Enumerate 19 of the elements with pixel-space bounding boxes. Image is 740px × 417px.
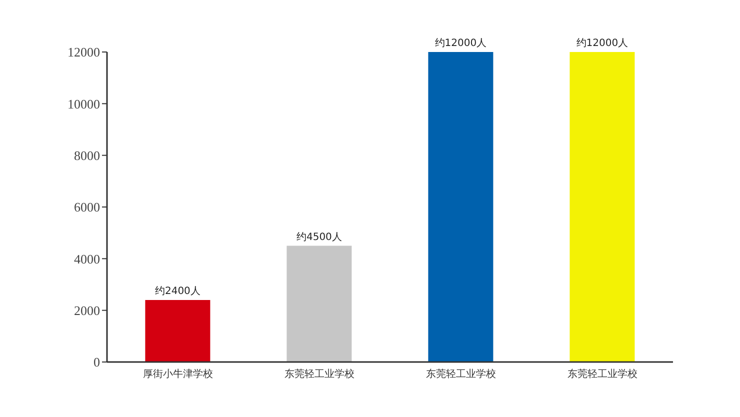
bar	[428, 52, 494, 362]
bar	[570, 52, 635, 362]
x-tick-label: 厚街小牛津学校	[142, 368, 213, 380]
data-label: 约12000人	[434, 37, 487, 49]
y-tick-label: 12000	[68, 44, 100, 60]
data-label: 约12000人	[576, 37, 628, 49]
x-tick-label: 东莞轻工业学校	[567, 368, 638, 380]
x-tick-label: 东莞轻工业学校	[426, 368, 496, 380]
y-tick-label: 6000	[74, 200, 100, 215]
y-tick-label: 2000	[74, 302, 100, 318]
data-label: 约2400人	[154, 285, 200, 297]
x-tick-label: 东莞轻工业学校	[284, 368, 354, 380]
y-tick-label: 8000	[74, 148, 100, 163]
bar	[286, 246, 352, 362]
y-tick-label: 0	[94, 354, 100, 370]
data-label: 约4500人	[296, 230, 342, 243]
bar	[145, 300, 210, 362]
y-tick-label: 10000	[68, 96, 100, 112]
y-tick-label: 4000	[74, 251, 100, 266]
